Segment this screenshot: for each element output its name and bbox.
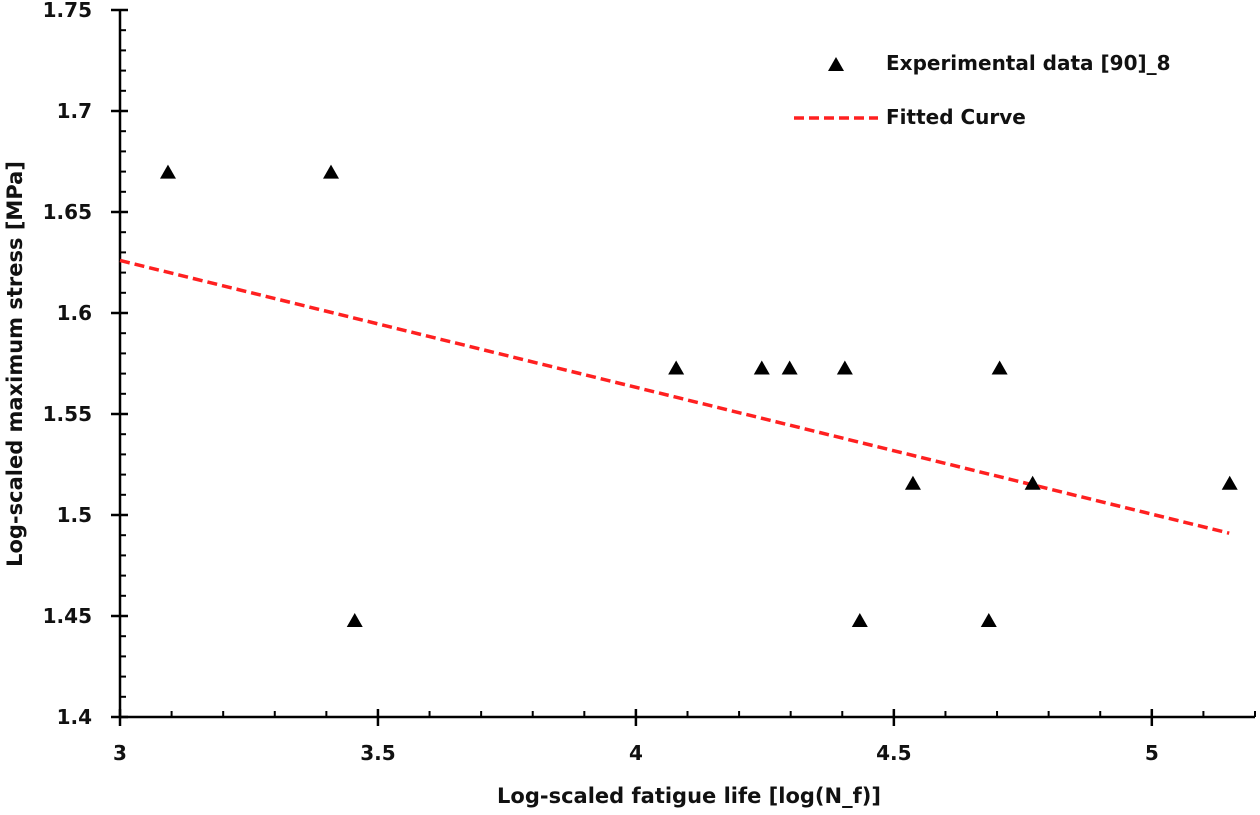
y-axis-label: Log-scaled maximum stress [MPa] [3, 161, 27, 567]
data-point-triangle [753, 360, 770, 375]
y-tick-label: 1.4 [57, 705, 92, 729]
data-point-triangle [851, 613, 868, 628]
y-tick-label: 1.55 [43, 402, 92, 426]
data-point-triangle [323, 164, 340, 179]
x-tick-label: 3.5 [360, 741, 395, 765]
data-point-triangle [991, 360, 1008, 375]
legend-label-fitted: Fitted Curve [886, 105, 1026, 129]
data-point-triangle [980, 613, 997, 628]
y-tick-label: 1.7 [57, 99, 92, 123]
legend: Experimental data [90]_8 Fitted Curve [794, 51, 1171, 129]
axes: 3 3.5 4 4.5 5 1.4 1.45 1.5 1.55 1.6 1.65 1.7 1.75 [43, 0, 1256, 765]
x-tick-label: 5 [1145, 741, 1159, 765]
data-point-triangle [781, 360, 798, 375]
legend-triangle-marker [828, 57, 844, 71]
data-point-triangle [1221, 475, 1238, 490]
data-point-triangle [836, 360, 853, 375]
x-tick-label: 3 [113, 741, 127, 765]
data-point-triangle [668, 360, 685, 375]
y-tick-label: 1.6 [57, 301, 92, 325]
fitted-curve-line [119, 258, 1230, 535]
data-point-triangle [1024, 475, 1041, 490]
x-axis-label: Log-scaled fatigue life [log(N_f)] [497, 784, 881, 808]
y-tick-label: 1.75 [43, 0, 92, 22]
marks [119, 164, 1238, 628]
legend-label-experimental: Experimental data [90]_8 [886, 51, 1171, 75]
y-tick-label: 1.5 [57, 503, 92, 527]
x-tick-label: 4 [629, 741, 643, 765]
data-point-triangle [346, 613, 363, 628]
data-point-triangle [904, 475, 921, 490]
data-point-triangle [159, 164, 176, 179]
y-tick-label: 1.65 [43, 200, 92, 224]
x-tick-label: 4.5 [876, 741, 911, 765]
y-tick-label: 1.45 [43, 604, 92, 628]
